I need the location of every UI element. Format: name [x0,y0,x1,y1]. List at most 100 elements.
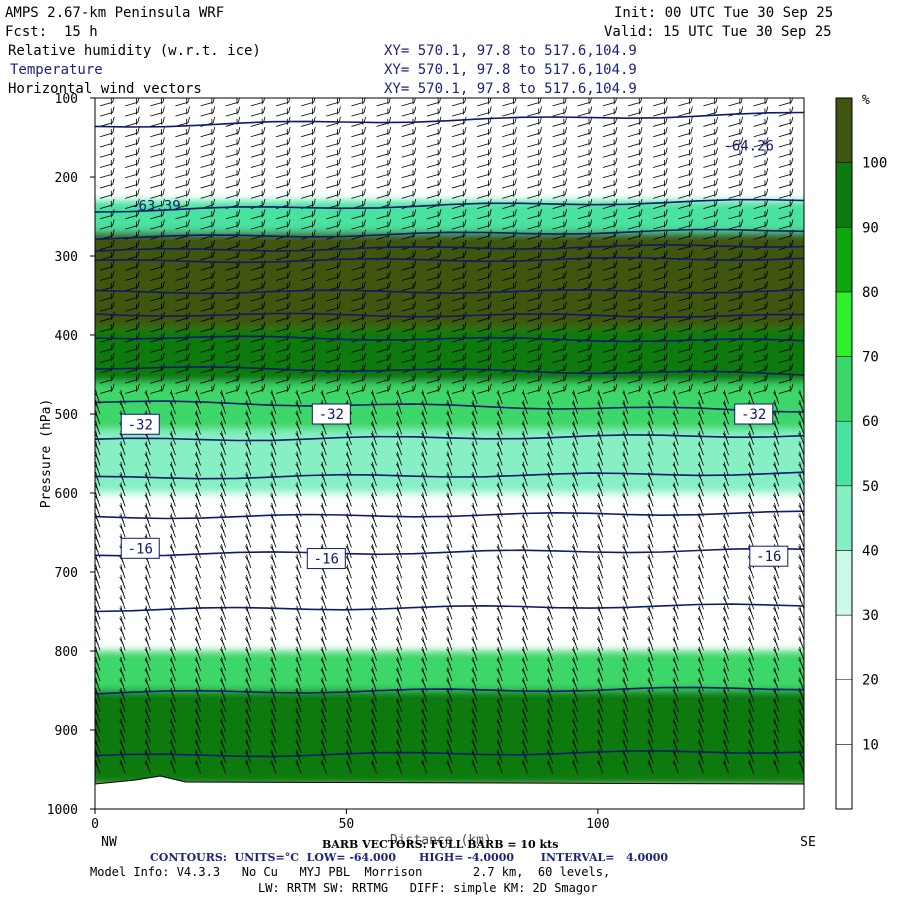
wind-barb-831 [577,383,593,394]
wind-barb-371 [678,219,693,230]
wind-barb-112 [728,126,744,138]
wind-barb-1828 [119,739,126,754]
wind-barb-1749 [320,708,327,723]
wind-barb-1194 [219,513,227,528]
wind-barb-146 [125,147,140,158]
wind-barb-970 [421,431,428,445]
wind-barb-1586 [597,646,604,661]
wind-barb-1731 [597,698,604,712]
wind-barb-178 [200,157,216,168]
wind-barb-91 [200,126,216,138]
wind-barb-1009 [672,441,679,456]
wind-barb-1784 [471,718,478,733]
wind-barb-1103 [119,482,126,497]
wind-barb-346 [778,209,794,220]
wind-barb-1903 [546,759,553,774]
wind-barb-1661 [295,677,302,692]
wind-barb-292 [150,198,165,209]
wind-barb-1793 [697,718,704,733]
wind-barb-1004 [546,441,553,456]
wind-barb-1383 [597,574,604,589]
wind-barb-25 [728,98,743,107]
wind-barb-786 [175,373,190,384]
wind-barb-642 [200,322,216,333]
wind-barb-94 [275,126,291,138]
wind-barb-991 [219,441,227,456]
contour-label-5: -16 [128,541,153,557]
wind-barb-1659 [245,677,252,692]
wind-barb-236 [200,178,216,189]
wind-barb-1036 [622,451,629,466]
wind-barb-1128 [747,482,755,497]
wind-barb-658 [602,322,618,333]
wind-barb-1750 [345,708,352,723]
wind-barb-1633 [320,667,327,682]
wind-barb-1825 [773,728,780,743]
wind-barb-1790 [622,718,629,733]
wind-barb-941 [421,420,428,435]
wind-barb-747 [653,352,668,364]
wind-barb-915 [496,410,503,425]
wind-barb-1791 [647,718,654,733]
wind-barb-1120 [546,482,553,497]
wind-barb-1534 [747,626,755,641]
wind-barb-1901 [496,759,503,774]
wind-barb-118 [150,137,165,148]
wind-barb-439 [200,250,216,261]
wind-barb-889 [571,400,579,415]
wind-barb-809 [753,373,769,384]
wind-barb-325 [250,209,266,220]
wind-barb-204 [125,168,140,179]
wind-barb-854 [421,389,428,404]
wind-barb-1432 [370,595,377,610]
wind-barb-987 [119,441,126,456]
wind-barb-475 [376,260,392,271]
wind-barb-368 [602,219,618,230]
wind-barb-1380 [521,574,528,589]
wind-barb-1800 [144,728,151,743]
wind-barb-1712 [119,698,126,712]
wind-barb-1908 [672,759,679,774]
wind-barb-1773 [194,718,201,733]
wind-barb-741 [502,352,517,364]
wind-barb-1312 [270,554,277,569]
wind-barb-365 [527,219,542,230]
wind-barb-354 [250,219,266,230]
wind-barb-1174 [446,502,453,517]
wind-barb-743 [552,352,568,364]
wind-barb-1475 [722,605,729,620]
colorbar-unit: % [862,93,870,108]
wind-barb-183 [326,157,341,168]
wind-barb-1412 [597,585,604,599]
wind-barb-92 [225,126,241,138]
wind-barb-1613 [546,656,553,671]
wind-barb-235 [175,178,190,189]
wind-barb-1139 [295,492,302,507]
wind-barb-649 [376,322,392,333]
wind-barb-1281 [219,544,227,558]
wind-barb-1313 [295,554,302,569]
wind-barb-740 [477,352,492,364]
wind-barb-1723 [395,698,403,712]
wind-barb-122 [250,137,266,148]
contour-label-box-3 [311,403,351,425]
wind-barb-538 [502,281,517,292]
wind-barb-1056 [395,461,403,476]
wind-barb-716 [602,342,618,353]
wind-barb-571 [602,291,618,302]
wind-barb-209 [250,168,266,179]
wind-barb-249 [527,178,542,189]
wind-barb-57 [803,115,804,117]
wind-barb-791 [301,373,316,384]
wind-barb-116 [99,137,115,148]
wind-barb-519 [753,270,769,281]
wind-barb-1095 [647,472,654,487]
wind-barb-1150 [571,492,579,507]
wind-barb-753 [803,362,804,363]
wind-barb-1742 [144,708,151,723]
wind-barb-979 [647,431,654,445]
wind-barb-752 [778,352,794,364]
wind-barb-603 [678,301,693,312]
wind-barb-1234 [496,523,503,538]
wind-barb-101 [451,126,467,138]
